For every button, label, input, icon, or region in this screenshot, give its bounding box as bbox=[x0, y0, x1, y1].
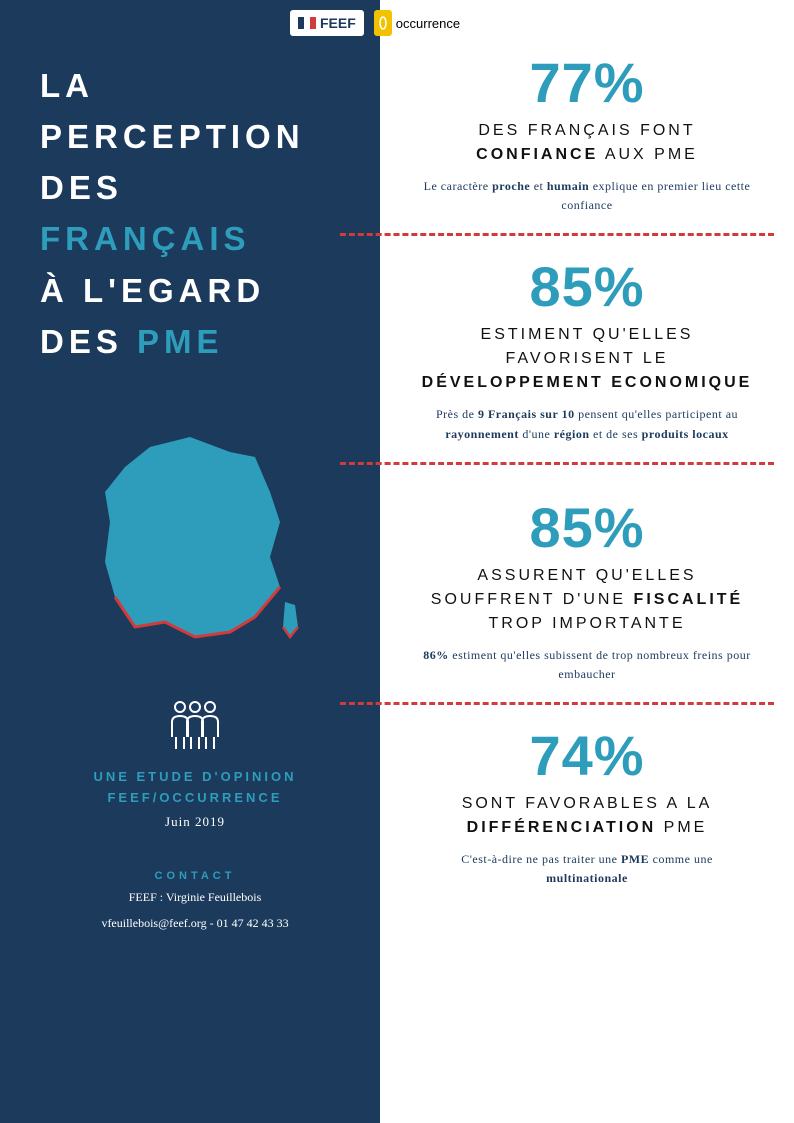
stat-bold: DÉVELOPPEMENT ECONOMIQUE bbox=[422, 374, 753, 391]
stat-sub-text: et bbox=[530, 179, 547, 193]
stat-percentage: 85% bbox=[420, 495, 754, 560]
logo-occurrence-text: occurrence bbox=[396, 16, 460, 31]
stat-sub-text: C'est-à-dire ne pas traiter une bbox=[461, 852, 621, 866]
logo-occurrence: occurrence bbox=[374, 10, 460, 36]
stat-headline: DES FRANÇAIS FONT CONFIANCE AUX PME bbox=[420, 119, 754, 167]
stat-text: PME bbox=[656, 819, 707, 836]
stat-block: 77% DES FRANÇAIS FONT CONFIANCE AUX PME … bbox=[410, 50, 764, 215]
stat-sub-text: d'une bbox=[519, 427, 554, 441]
contact-line: vfeuillebois@feef.org - 01 47 42 43 33 bbox=[40, 914, 350, 933]
logo-feef: FEEF bbox=[290, 10, 364, 36]
stat-block: 74% SONT FAVORABLES A LA DIFFÉRENCIATION… bbox=[410, 723, 764, 888]
stat-headline: ESTIMENT QU'ELLES FAVORISENT LE DÉVELOPP… bbox=[420, 323, 754, 395]
title-word: DES bbox=[40, 323, 137, 360]
stat-subtext: C'est-à-dire ne pas traiter une PME comm… bbox=[420, 850, 754, 888]
stat-sub-text: comme une bbox=[649, 852, 713, 866]
contact-block: CONTACT FEEF : Virginie Feuillebois vfeu… bbox=[40, 870, 350, 932]
stat-bold: FISCALITÉ bbox=[634, 591, 744, 608]
right-panel: 77% DES FRANÇAIS FONT CONFIANCE AUX PME … bbox=[380, 0, 794, 1123]
stat-sub-bold: rayonnement bbox=[445, 427, 519, 441]
stat-divider bbox=[340, 462, 774, 465]
logo-feef-text: FEEF bbox=[320, 15, 356, 31]
stat-subtext: Près de 9 Français sur 10 pensent qu'ell… bbox=[420, 405, 754, 443]
stat-text: DES FRANÇAIS FONT bbox=[478, 122, 695, 139]
stat-sub-bold: multinationale bbox=[546, 871, 628, 885]
study-label-line: FEEF/OCCURRENCE bbox=[40, 788, 350, 809]
stat-sub-text: Le caractère bbox=[424, 179, 492, 193]
stat-sub-text: pensent qu'elles participent au bbox=[575, 407, 738, 421]
title-line-accent: FRANÇAIS bbox=[40, 213, 350, 264]
study-label: UNE ETUDE D'OPINION FEEF/OCCURRENCE bbox=[40, 767, 350, 809]
stat-percentage: 85% bbox=[420, 254, 754, 319]
title-line: À L'EGARD bbox=[40, 265, 350, 316]
title-line: PERCEPTION bbox=[40, 111, 350, 162]
stat-text: SONT FAVORABLES A LA bbox=[462, 795, 713, 812]
contact-line: FEEF : Virginie Feuillebois bbox=[40, 888, 350, 907]
stat-sub-bold: région bbox=[554, 427, 590, 441]
people-group-icon bbox=[160, 697, 230, 752]
study-date: Juin 2019 bbox=[40, 814, 350, 830]
france-flag-icon bbox=[298, 14, 316, 32]
stat-sub-text: estiment qu'elles subissent de trop nomb… bbox=[449, 648, 751, 681]
stat-bold: CONFIANCE bbox=[476, 146, 598, 163]
france-map bbox=[40, 427, 350, 657]
stat-text: ESTIMENT QU'ELLES FAVORISENT LE bbox=[481, 326, 694, 367]
stat-sub-bold: produits locaux bbox=[642, 427, 729, 441]
occurrence-icon bbox=[374, 10, 392, 36]
title-line: DES bbox=[40, 162, 350, 213]
stat-bold: DIFFÉRENCIATION bbox=[467, 819, 657, 836]
stat-sub-bold: proche bbox=[492, 179, 530, 193]
stat-sub-text: Près de bbox=[436, 407, 478, 421]
stat-divider bbox=[340, 233, 774, 236]
stat-headline: ASSURENT QU'ELLES SOUFFRENT D'UNE FISCAL… bbox=[420, 564, 754, 636]
main-title: LA PERCEPTION DES FRANÇAIS À L'EGARD DES… bbox=[40, 60, 350, 367]
stat-sub-text: explique en premier lieu cette confiance bbox=[561, 179, 750, 212]
contact-heading: CONTACT bbox=[40, 870, 350, 882]
stat-subtext: Le caractère proche et humain explique e… bbox=[420, 177, 754, 215]
stat-sub-bold: PME bbox=[621, 852, 649, 866]
stat-headline: SONT FAVORABLES A LA DIFFÉRENCIATION PME bbox=[420, 792, 754, 840]
stat-divider bbox=[340, 702, 774, 705]
stat-sub-bold: 86% bbox=[423, 648, 449, 662]
logos-row: FEEF occurrence bbox=[290, 10, 460, 36]
study-label-line: UNE ETUDE D'OPINION bbox=[40, 767, 350, 788]
people-icon bbox=[40, 697, 350, 752]
stat-percentage: 77% bbox=[420, 50, 754, 115]
stat-subtext: 86% estiment qu'elles subissent de trop … bbox=[420, 646, 754, 684]
title-word-accent: PME bbox=[137, 323, 224, 360]
stat-text: AUX PME bbox=[598, 146, 698, 163]
stat-block: 85% ASSURENT QU'ELLES SOUFFRENT D'UNE FI… bbox=[410, 495, 764, 684]
stat-sub-bold: humain bbox=[547, 179, 589, 193]
stat-sub-bold: 9 Français sur 10 bbox=[478, 407, 575, 421]
stat-percentage: 74% bbox=[420, 723, 754, 788]
title-line: DES PME bbox=[40, 316, 350, 367]
stat-sub-text: et de ses bbox=[590, 427, 642, 441]
france-map-icon bbox=[80, 427, 310, 657]
title-line: LA bbox=[40, 60, 350, 111]
stat-block: 85% ESTIMENT QU'ELLES FAVORISENT LE DÉVE… bbox=[410, 254, 764, 443]
left-panel: LA PERCEPTION DES FRANÇAIS À L'EGARD DES… bbox=[0, 0, 380, 1123]
stat-text: TROP IMPORTANTE bbox=[488, 615, 685, 632]
